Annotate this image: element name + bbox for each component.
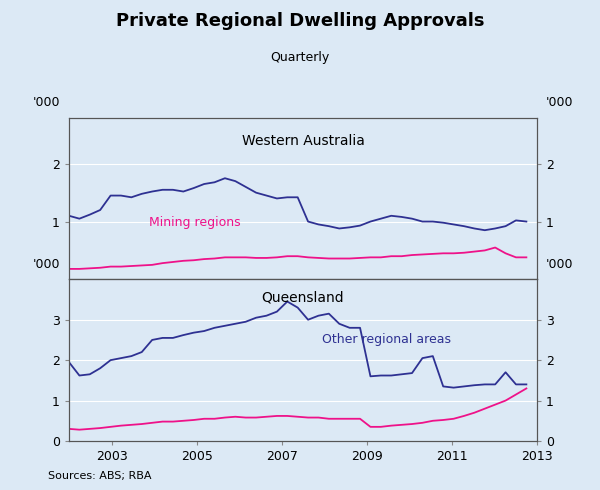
Text: '000: '000: [545, 258, 573, 271]
Text: Queensland: Queensland: [262, 291, 344, 305]
Text: Other regional areas: Other regional areas: [322, 333, 451, 345]
Text: Quarterly: Quarterly: [271, 51, 329, 65]
Text: '000: '000: [545, 96, 573, 109]
Text: '000: '000: [33, 258, 61, 271]
Text: Mining regions: Mining regions: [149, 216, 240, 229]
Text: Private Regional Dwelling Approvals: Private Regional Dwelling Approvals: [116, 12, 484, 30]
Text: Sources: ABS; RBA: Sources: ABS; RBA: [48, 471, 151, 481]
Text: Western Australia: Western Australia: [242, 134, 364, 148]
Text: '000: '000: [33, 96, 61, 109]
